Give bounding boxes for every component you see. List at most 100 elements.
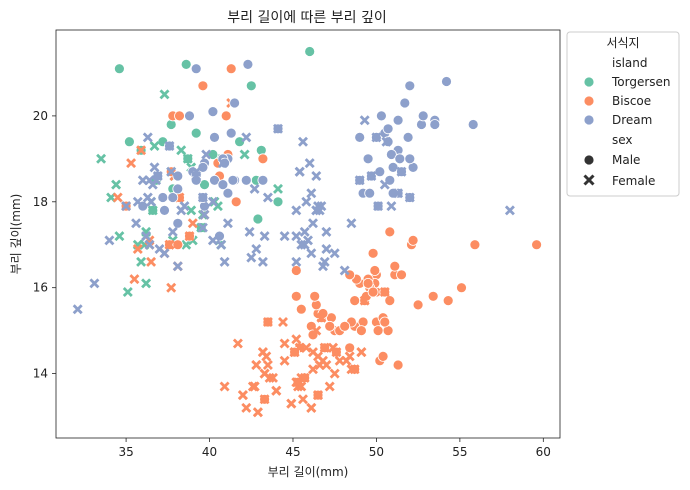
data-point-dream-female [104,235,115,246]
data-point-dream-male [172,183,184,195]
y-axis-ticks: 14 16 18 20 [33,109,56,381]
data-point-biscoe-male [442,295,454,307]
data-point-biscoe-female [289,347,300,358]
legend-frame [566,31,680,197]
data-point-biscoe-male [257,153,269,165]
data-point-biscoe-female [126,158,137,169]
data-point-dream-female [244,226,255,237]
data-point-torgersen-female [149,141,160,151]
data-point-torgersen-female [239,149,250,160]
data-point-biscoe-female [271,385,282,396]
data-point-biscoe-female [252,407,263,418]
data-point-dream-male [207,106,219,117]
data-point-torgersen-male [234,136,246,148]
data-point-biscoe-female [329,368,340,379]
data-point-dream-male [217,179,229,191]
data-point-dream-female [199,209,210,220]
data-point-dream-male [399,97,411,109]
data-point-torgersen-male [304,46,316,57]
data-point-dream-female [246,252,257,263]
data-point-dream-male [441,76,452,87]
data-point-biscoe-female [219,381,230,392]
data-point-biscoe-female [146,256,157,267]
data-point-dream-female [404,192,415,203]
data-point-torgersen-female [186,205,197,216]
data-point-torgersen-female [136,256,147,267]
data-point-torgersen-female [182,153,193,164]
data-point-dream-female [379,179,390,190]
data-point-dream-male [229,97,241,109]
data-point-dream-female [141,231,152,242]
data-point-biscoe-female [132,244,143,254]
legend-style-title: sex [612,133,633,147]
data-point-dream-male [242,59,254,70]
data-point-dream-female [279,231,290,242]
data-point-dream-male [374,166,386,178]
data-point-biscoe-male [392,359,404,371]
data-point-biscoe-male [174,110,185,122]
data-point-dream-female [366,171,377,181]
data-point-biscoe-female [356,347,367,358]
data-point-dream-female [167,226,178,237]
legend-label-biscoe: Biscoe [612,94,651,108]
data-point-dream-male [159,204,170,216]
data-point-biscoe-female [334,355,345,366]
data-point-dream-female [251,244,262,254]
y-tick-label: 20 [33,109,48,123]
data-point-torgersen-male [252,213,264,225]
data-point-biscoe-female [259,394,270,405]
x-tick-label: 40 [202,445,217,459]
data-point-biscoe-male [377,350,389,362]
data-point-torgersen-male [245,80,257,92]
data-point-biscoe-male [290,290,302,302]
data-point-torgersen-female [141,278,152,289]
data-point-biscoe-female [268,372,278,383]
data-point-dream-male [209,131,220,143]
data-point-torgersen-female [159,89,170,100]
points-layer [72,46,542,418]
data-point-dream-female [207,235,218,246]
data-point-dream-female [298,136,308,147]
data-point-biscoe-female [324,381,335,392]
data-point-dream-female [291,231,302,242]
legend-title: 서식지 [606,36,639,50]
data-point-biscoe-female [232,338,243,349]
data-point-torgersen-female [96,153,107,164]
y-tick-label: 14 [33,367,48,381]
data-point-biscoe-male [339,320,351,332]
data-point-dream-male [167,192,179,203]
data-point-dream-female [149,162,160,173]
legend-label-dream: Dream [612,113,652,127]
data-point-dream-male [172,217,184,229]
data-point-dream-male [394,153,406,165]
data-point-dream-male [404,80,416,92]
data-point-dream-female [262,192,273,203]
data-point-torgersen-female [176,145,187,156]
legend: 서식지 island Torgersen Biscoe Dream sex Ma… [566,31,680,197]
data-point-dream-female [131,218,142,229]
data-point-torgersen-male [180,59,192,70]
data-point-dream-female [504,205,515,216]
data-point-torgersen-male [199,179,210,191]
data-point-dream-male [417,110,429,122]
data-point-dream-male [364,187,376,199]
data-point-dream-female [311,171,322,181]
legend-marker-dream [583,114,595,126]
data-point-biscoe-male [407,234,419,246]
data-point-biscoe-male [295,303,307,315]
data-point-dream-female [259,231,270,242]
data-point-biscoe-female [328,342,338,353]
data-point-biscoe-female [259,368,270,379]
data-point-biscoe-male [531,239,542,251]
data-point-dream-male [402,131,414,143]
data-point-dream-female [329,248,340,259]
data-point-dream-female [159,248,170,259]
data-point-dream-female [249,183,260,194]
data-point-torgersen-female [114,231,125,242]
data-point-dream-female [142,132,153,143]
data-point-biscoe-male [220,110,232,122]
data-point-dream-male [429,119,441,130]
data-point-dream-female [373,201,384,212]
data-point-biscoe-female [257,347,268,358]
data-point-biscoe-female [346,364,357,375]
